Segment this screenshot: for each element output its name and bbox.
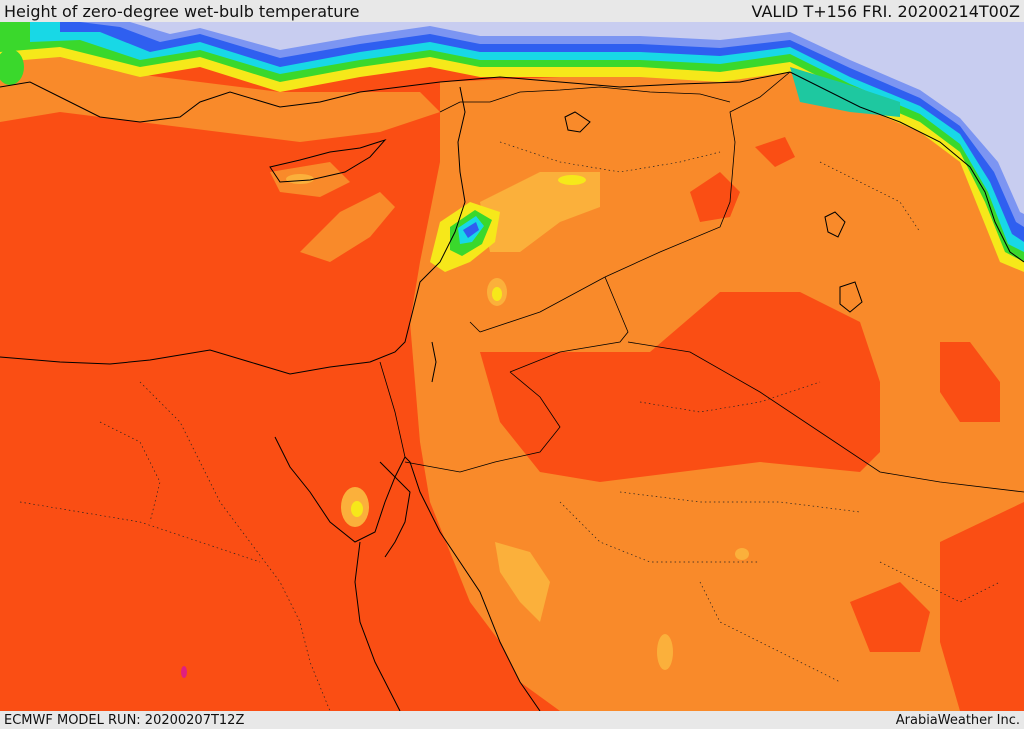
elevated-zone-hejaz bbox=[495, 542, 550, 622]
mountain-zone-lebanon-blue bbox=[463, 222, 479, 238]
country-borders bbox=[379, 71, 1024, 493]
elevated-spot-yemen bbox=[735, 548, 749, 560]
elevated-spot-south bbox=[657, 634, 673, 670]
low-height-patch-southeast bbox=[940, 502, 1024, 711]
valid-time: VALID T+156 FRI. 20200214T00Z bbox=[751, 1, 1020, 21]
low-height-tongue-east bbox=[480, 292, 880, 482]
map-canvas bbox=[0, 22, 1024, 711]
credit-label: ArabiaWeather Inc. bbox=[895, 712, 1020, 728]
map-header: Height of zero-degree wet-bulb temperatu… bbox=[0, 0, 1024, 22]
north-spot-green-west bbox=[0, 49, 24, 85]
north-band-teal-iran bbox=[790, 67, 900, 117]
north-band-yellow bbox=[0, 22, 1024, 272]
weather-map bbox=[0, 22, 1024, 711]
model-run-label: ECMWF MODEL RUN: 20200207T12Z bbox=[4, 712, 245, 728]
map-footer: ECMWF MODEL RUN: 20200207T12Z ArabiaWeat… bbox=[0, 711, 1024, 729]
coastlines bbox=[0, 71, 1024, 711]
elevated-spot-cyprus bbox=[286, 174, 314, 184]
elevated-spot-syria-core bbox=[558, 175, 586, 185]
magenta-spot bbox=[181, 666, 187, 678]
north-band-lavender bbox=[100, 22, 1024, 214]
mid-height-patch-west bbox=[0, 52, 440, 142]
mid-height-patch-sea bbox=[300, 192, 395, 262]
low-height-patch-iran bbox=[755, 137, 795, 167]
low-height-patch-kuwait bbox=[940, 342, 1000, 422]
elevated-spot-yellow-jordan bbox=[492, 287, 502, 301]
low-height-patch-south bbox=[850, 582, 930, 652]
elevated-spot-sinai-core bbox=[351, 501, 363, 517]
map-title: Height of zero-degree wet-bulb temperatu… bbox=[4, 1, 360, 21]
low-height-patch-syria bbox=[690, 172, 740, 222]
elevated-zone-syria bbox=[480, 172, 600, 252]
province-borders bbox=[19, 141, 1001, 711]
